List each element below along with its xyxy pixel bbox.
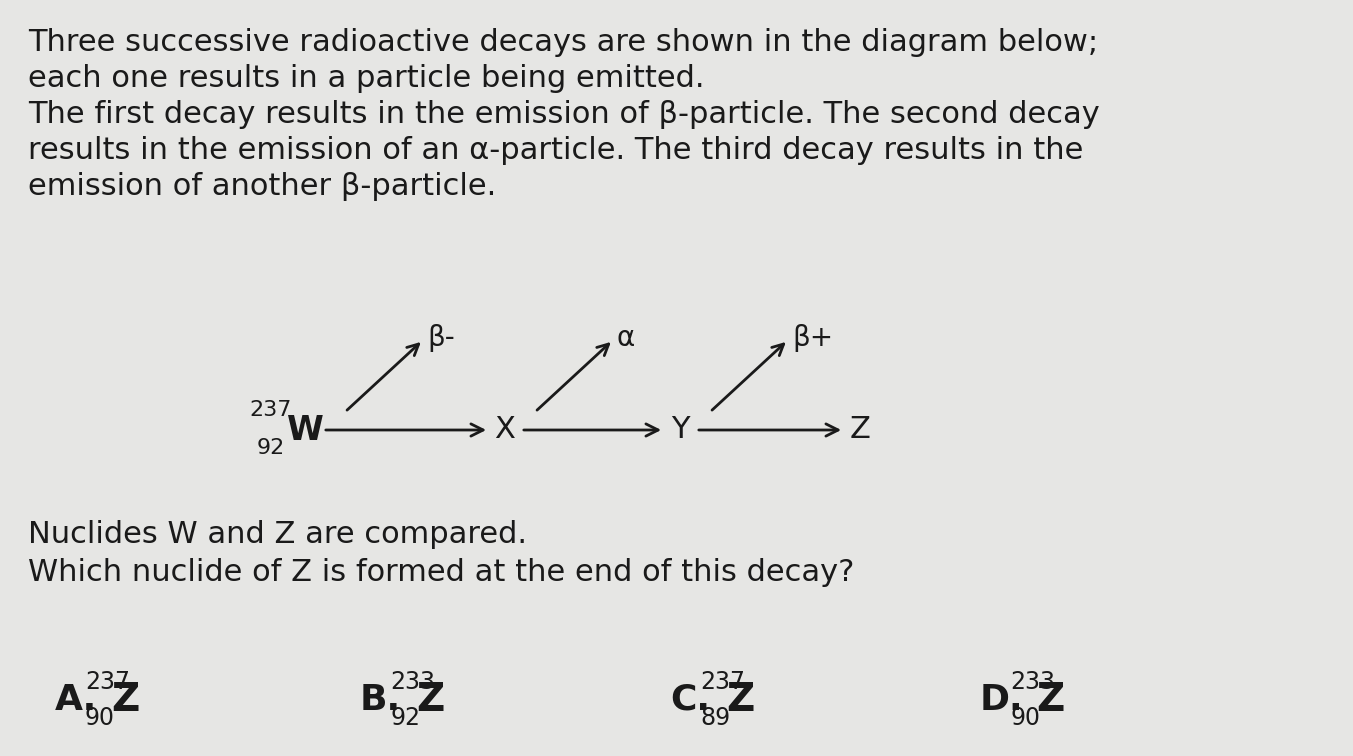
Text: X: X <box>495 416 515 445</box>
Text: α: α <box>617 324 636 352</box>
Text: results in the emission of an α-particle. The third decay results in the: results in the emission of an α-particle… <box>28 136 1084 165</box>
Text: W: W <box>287 414 323 447</box>
Text: Nuclides W and Z are compared.: Nuclides W and Z are compared. <box>28 520 528 549</box>
Text: Z: Z <box>727 681 754 719</box>
Text: 89: 89 <box>700 706 731 730</box>
Text: C.: C. <box>670 683 710 717</box>
Text: Z: Z <box>1036 681 1065 719</box>
Text: D.: D. <box>980 683 1024 717</box>
Text: The first decay results in the emission of β-particle. The second decay: The first decay results in the emission … <box>28 100 1100 129</box>
Text: Z: Z <box>415 681 444 719</box>
Text: A.: A. <box>55 683 97 717</box>
Text: emission of another β-particle.: emission of another β-particle. <box>28 172 497 201</box>
Text: 237: 237 <box>85 670 130 694</box>
Text: 92: 92 <box>390 706 419 730</box>
Text: each one results in a particle being emitted.: each one results in a particle being emi… <box>28 64 705 93</box>
Text: 233: 233 <box>1009 670 1055 694</box>
Text: Which nuclide of Z is formed at the end of this decay?: Which nuclide of Z is formed at the end … <box>28 558 854 587</box>
Text: Z: Z <box>111 681 139 719</box>
Text: 237: 237 <box>250 400 292 420</box>
Text: β+: β+ <box>792 324 833 352</box>
Text: Three successive radioactive decays are shown in the diagram below;: Three successive radioactive decays are … <box>28 28 1099 57</box>
Text: Y: Y <box>671 416 689 445</box>
Text: 90: 90 <box>1009 706 1040 730</box>
Text: B.: B. <box>360 683 400 717</box>
Text: Z: Z <box>850 416 870 445</box>
Text: 90: 90 <box>85 706 115 730</box>
Text: 237: 237 <box>700 670 746 694</box>
Text: β-: β- <box>428 324 455 352</box>
Text: 233: 233 <box>390 670 436 694</box>
Text: 92: 92 <box>257 438 285 458</box>
